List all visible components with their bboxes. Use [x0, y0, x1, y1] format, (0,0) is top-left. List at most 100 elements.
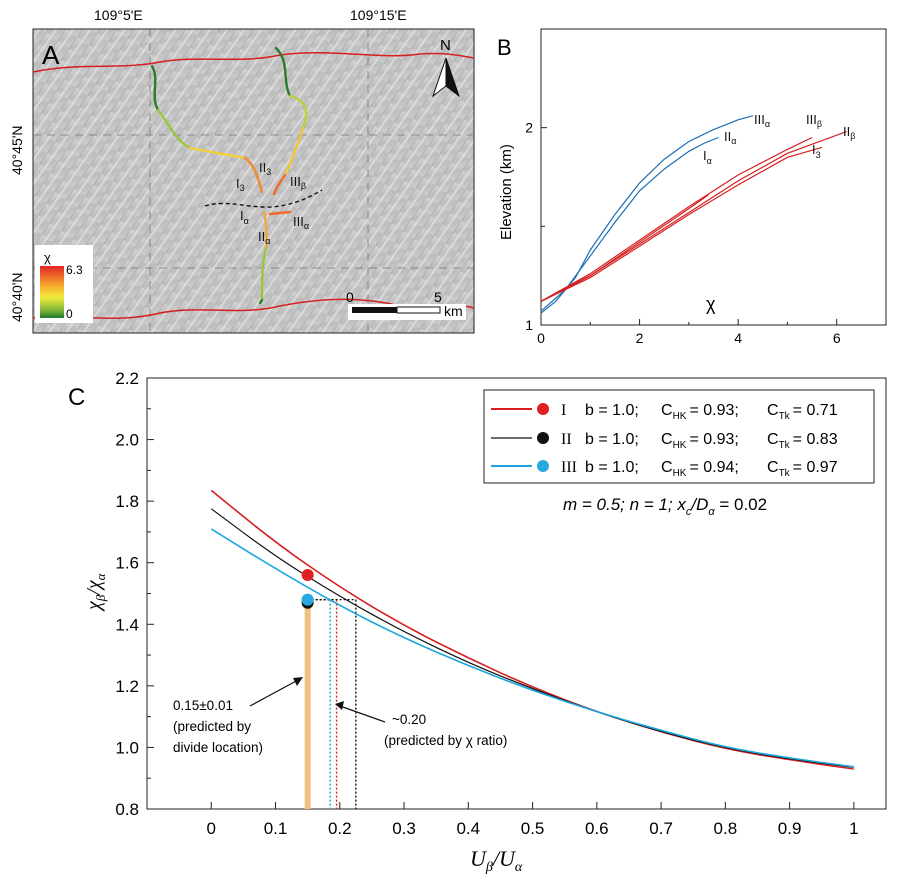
panel-b-ticks: 0 2 4 6 1 2 [525, 120, 841, 346]
map-label-i3: I3 [236, 176, 245, 193]
drainage-divide [204, 189, 323, 208]
panel-a: I3 II3 IIIβ Iα IIα IIIα A N 109°5'E 109°… [9, 7, 475, 334]
legend-row-ii: II b = 1.0; CHK = 0.93; CTk = 0.83 [491, 431, 838, 451]
c-xtick-label: 0.9 [778, 819, 802, 838]
panel-b-xlabel: χ [706, 294, 716, 314]
map-graticule [33, 29, 474, 333]
c-xtick-label: 0 [207, 819, 216, 838]
map-frame [32, 28, 475, 334]
map-label-iia: IIα [258, 229, 270, 246]
svg-text:(predicted by: (predicted by [173, 719, 251, 734]
svg-text:6.3: 6.3 [66, 263, 83, 277]
legend-row-i: I b = 1.0; CHK = 0.93; CTk = 0.71 [491, 402, 838, 422]
svg-text:b = 1.0;: b = 1.0; [585, 402, 639, 419]
north-arrow-icon: N [431, 37, 461, 98]
c-point-I [301, 569, 314, 582]
panel-b-letter: B [497, 35, 512, 60]
panel-b: B Elevation (km) χ 0 2 4 6 1 2 IIIα IIα Iα II… [497, 28, 887, 346]
panel-b-curve-labels: IIIα IIα Iα IIIβ IIβ I3 [703, 112, 855, 166]
map-channels [150, 46, 308, 305]
svg-text:CTk= 0.97: CTk = 0.97 [767, 459, 838, 479]
c-ytick-label: 1.4 [115, 615, 139, 634]
svg-text:CHK= 0.94;: CHK = 0.94; [661, 459, 739, 479]
panel-b-lines [540, 115, 847, 314]
svg-text:divide location): divide location) [173, 740, 263, 755]
map-label-ia: Iα [240, 208, 249, 226]
b-xtick-label: 4 [734, 330, 742, 346]
svg-text:CTk= 0.83: CTk = 0.83 [767, 431, 838, 451]
c-ytick-label: 1.8 [115, 492, 139, 511]
svg-text:CTk= 0.71: CTk = 0.71 [767, 402, 838, 422]
panel-c-points [301, 569, 314, 609]
svg-text:~0.20: ~0.20 [392, 712, 426, 727]
b-series-IIα [540, 136, 719, 312]
svg-text:I: I [561, 402, 566, 419]
lat-label-2: 40°40'N [9, 272, 25, 322]
legend-row-iii: III b = 1.0; CHK = 0.94; CTk = 0.97 [491, 459, 838, 479]
svg-text:b = 1.0;: b = 1.0; [585, 459, 639, 476]
c-xtick-label: 0.3 [392, 819, 416, 838]
panel-a-letter: A [42, 40, 60, 70]
panel-c-ylabel: χβ/χα [83, 572, 108, 612]
svg-text:0: 0 [66, 307, 73, 321]
panel-c-ticks: 0 0.1 0.2 0.3 0.4 0.5 0.6 0.7 0.8 0.9 1 0.8 1.0 1.2 1.… [115, 369, 858, 838]
curve-label-iib: IIβ [843, 124, 855, 141]
svg-text:5: 5 [434, 289, 442, 305]
chi-legend: χ 6.3 0 [35, 245, 93, 323]
svg-text:II: II [561, 431, 572, 448]
c-series-III [210, 528, 855, 768]
panel-b-frame [540, 28, 887, 326]
annotation-divide: 0.15±0.01 (predicted by divide location) [173, 677, 303, 755]
svg-text:CHK= 0.93;: CHK = 0.93; [661, 431, 739, 451]
panel-c-params: m = 0.5; n = 1; xc/Dα = 0.02 [563, 495, 767, 518]
c-xtick-label: 0.1 [264, 819, 288, 838]
curve-label-iiia: IIIα [754, 112, 770, 129]
c-xtick-label: 0.7 [649, 819, 673, 838]
scale-bar: 0 5 km [346, 289, 466, 320]
svg-text:N: N [440, 37, 451, 54]
panel-c-legend: I b = 1.0; CHK = 0.93; CTk = 0.71 II b = 1… [483, 389, 875, 484]
panel-b-ylabel: Elevation (km) [498, 144, 515, 240]
panel-c: C χβ/χα Uβ/Uα 0 0.1 0.2 0.3 0.4 0.5 0.6 0.7 0.8 0… [68, 369, 887, 875]
c-ytick-label: 2.2 [115, 369, 139, 388]
panel-c-bar [304, 599, 311, 809]
map-label-iiib: IIIβ [290, 174, 306, 191]
b-xtick-label: 2 [636, 330, 644, 346]
lat-label-1: 40°45'N [9, 125, 25, 175]
c-xtick-label: 0.6 [585, 819, 609, 838]
c-ytick-label: 0.8 [115, 800, 139, 819]
c-ytick-label: 1.6 [115, 554, 139, 573]
svg-text:CHK= 0.93;: CHK = 0.93; [661, 402, 739, 422]
b-ytick-label: 2 [525, 120, 533, 136]
b-series-IIIβ [540, 136, 813, 302]
divide-prediction-bar [304, 599, 311, 809]
c-ytick-label: 1.0 [115, 738, 139, 757]
lon-label-1: 109°5'E [94, 7, 143, 23]
c-ytick-label: 1.2 [115, 677, 139, 696]
panel-c-letter: C [68, 384, 85, 411]
panel-c-xlabel: Uβ/Uα [470, 846, 523, 875]
curve-label-iiib: IIIβ [806, 112, 822, 129]
svg-text:(predicted by χ ratio): (predicted by χ ratio) [384, 733, 507, 748]
basin-boundary-north [32, 51, 475, 73]
curve-label-iia: IIα [724, 129, 736, 146]
svg-text:b = 1.0;: b = 1.0; [585, 431, 639, 448]
c-xtick-label: 0.4 [456, 819, 480, 838]
map-label-iiia: IIIα [293, 214, 309, 231]
svg-text:0.15±0.01: 0.15±0.01 [173, 698, 233, 713]
curve-label-ia: Iα [703, 148, 712, 166]
svg-text:χ: χ [44, 250, 51, 265]
svg-text:III: III [561, 459, 577, 476]
c-point-III [301, 593, 314, 606]
b-xtick-label: 6 [833, 330, 841, 346]
b-xtick-label: 0 [537, 330, 545, 346]
c-xtick-label: 0.8 [714, 819, 738, 838]
curve-label-i3: I3 [812, 142, 821, 160]
b-series-I3 [540, 146, 823, 302]
c-xtick-label: 1 [849, 819, 858, 838]
lon-label-2: 109°15'E [350, 7, 407, 23]
c-series-I [210, 489, 855, 770]
c-ytick-label: 2.0 [115, 431, 139, 450]
map-label-ii3: II3 [259, 160, 271, 177]
